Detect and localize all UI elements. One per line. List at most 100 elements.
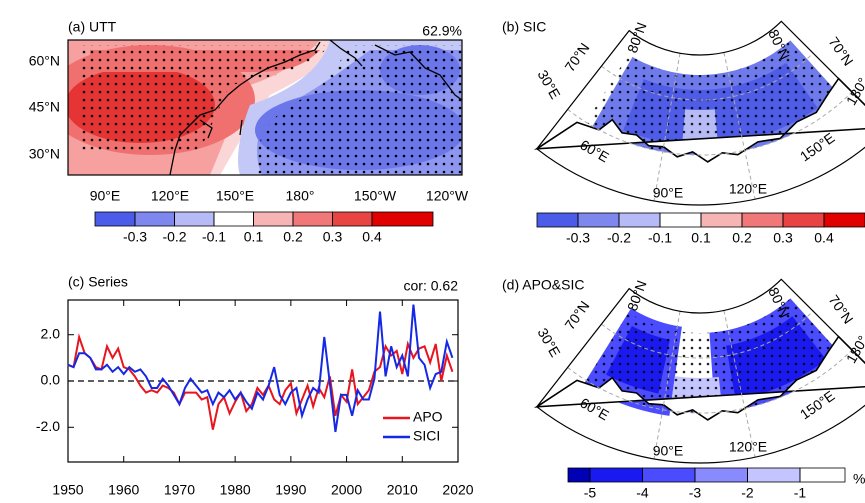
legend-label: APO — [413, 409, 443, 425]
colorbar-box — [134, 211, 175, 227]
colorbar-box — [213, 211, 254, 227]
polar-label: 70°N — [561, 298, 592, 333]
map-frame — [67, 39, 463, 176]
map-shape — [80, 45, 330, 150]
colorbar-box — [589, 467, 643, 483]
x-tick-label: 1960 — [108, 482, 139, 498]
colorbar-box — [659, 212, 702, 228]
legend-label: SICI — [413, 428, 440, 444]
x-tick-label: 1990 — [275, 482, 306, 498]
map-shape — [255, 45, 462, 175]
colorbar-box — [567, 467, 591, 483]
y-tick-label: 0.0 — [41, 372, 61, 388]
colorbar-unit: % — [853, 471, 865, 487]
polar-label: 90°E — [653, 443, 684, 459]
colorbar-label: -3 — [689, 485, 702, 501]
lat-label: 30°N — [29, 146, 60, 162]
colorbar-box — [292, 211, 333, 227]
colorbar-box — [747, 467, 801, 483]
colorbar-label: 0.2 — [283, 229, 303, 245]
polar-label: 120°E — [729, 439, 767, 455]
annotation: cor: 0.62 — [404, 278, 459, 294]
panel-title: (a) UTT — [68, 19, 117, 35]
colorbar-label: 0.1 — [244, 229, 264, 245]
series-line — [67, 333, 454, 430]
polar-label: 30°E — [535, 325, 564, 359]
lon-label: 120°W — [426, 188, 469, 204]
colorbar-box — [694, 467, 748, 483]
colorbar-label: -0.3 — [123, 229, 147, 245]
map-shape — [536, 20, 865, 206]
map-shape — [601, 52, 814, 101]
lon-label: 90°E — [90, 188, 121, 204]
colorbar-label: -4 — [636, 485, 649, 501]
map-shape — [723, 310, 756, 458]
colorbar-label: -0.1 — [648, 230, 672, 246]
colorbar-box — [700, 212, 743, 228]
lon-label: 150°W — [354, 188, 397, 204]
lon-label: 120°E — [151, 188, 189, 204]
colorbar-label: -0.3 — [566, 230, 590, 246]
lon-label: 150°E — [216, 188, 254, 204]
polar-label: 120°E — [729, 181, 767, 197]
colorbar-label: -0.2 — [607, 230, 631, 246]
lat-label: 45°N — [29, 99, 60, 115]
lat-label: 60°N — [29, 53, 60, 69]
polar-map — [533, 20, 865, 206]
panel-title: (c) Series — [68, 274, 128, 290]
colorbar-label: 0.4 — [814, 230, 834, 246]
colorbar-label: -0.1 — [202, 229, 226, 245]
colorbar-label: 0.2 — [732, 230, 752, 246]
colorbar-box — [782, 212, 825, 228]
map-shape — [567, 91, 853, 156]
lon-label: 180° — [286, 188, 315, 204]
map-shape — [536, 278, 865, 464]
map-shape — [533, 335, 865, 421]
colorbar-box — [174, 211, 215, 227]
colorbar-box — [371, 211, 434, 227]
polar-label: 70°N — [561, 40, 592, 75]
map — [68, 40, 462, 175]
map-shape — [601, 310, 814, 359]
polar-label: 30°E — [535, 67, 564, 101]
colorbar-box — [741, 212, 784, 228]
map-shape — [533, 77, 865, 163]
y-tick-label: 2.0 — [41, 325, 61, 341]
colorbar-box — [642, 467, 696, 483]
colorbar-box — [799, 467, 846, 483]
x-tick-label: 1980 — [220, 482, 251, 498]
colorbar-box — [618, 212, 661, 228]
y-tick-label: -2.0 — [36, 418, 60, 434]
map-shape — [567, 349, 853, 414]
x-tick-label: 2010 — [387, 482, 418, 498]
colorbar-box — [253, 211, 294, 227]
colorbar-box — [823, 212, 865, 228]
colorbar-label: 0.4 — [362, 229, 382, 245]
colorbar-label: 0.3 — [323, 229, 343, 245]
colorbar-label: -5 — [584, 485, 597, 501]
x-tick-label: 1970 — [164, 482, 195, 498]
polar-map — [533, 278, 865, 464]
map-shape — [653, 53, 681, 202]
colorbar-box — [577, 212, 620, 228]
map-shape — [586, 298, 844, 413]
panel-title: (b) SIC — [502, 19, 546, 35]
colorbar-label: -0.2 — [162, 229, 186, 245]
map-shape — [169, 40, 462, 175]
panel-title: (d) APO&SIC — [502, 277, 584, 293]
x-tick-label: 1950 — [52, 482, 83, 498]
colorbar-box — [536, 212, 579, 228]
x-tick-label: 2020 — [442, 482, 473, 498]
colorbar-box — [332, 211, 373, 227]
polar-label: 70°N — [826, 34, 857, 69]
colorbar-box — [94, 211, 136, 227]
x-tick-label: 2000 — [331, 482, 362, 498]
colorbar-label: 0.3 — [773, 230, 793, 246]
series-line — [67, 304, 454, 433]
map-shape — [653, 311, 681, 460]
polar-label: 90°E — [653, 185, 684, 201]
colorbar-label: -2 — [741, 485, 754, 501]
colorbar-label: -1 — [794, 485, 807, 501]
map-shape — [586, 40, 844, 155]
